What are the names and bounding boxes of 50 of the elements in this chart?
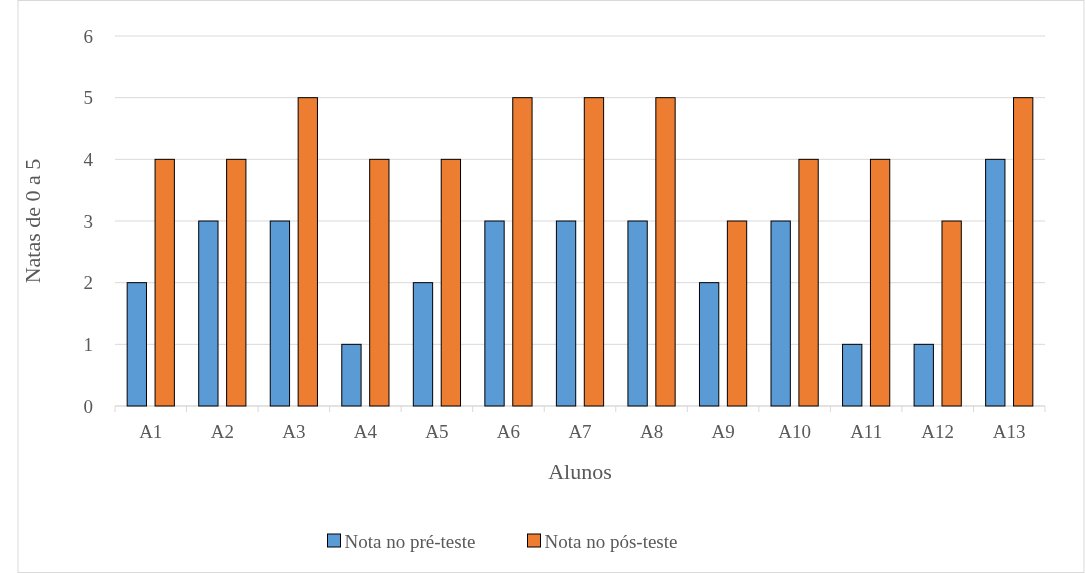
bar	[555, 220, 577, 407]
bar	[440, 158, 462, 407]
x-axis-title: Alunos	[548, 459, 612, 484]
x-tick-label: A6	[496, 421, 521, 442]
x-tick-label: A2	[210, 421, 234, 442]
legend-label: Nota no pós-teste	[544, 530, 678, 552]
bar	[869, 158, 891, 407]
bar	[842, 343, 863, 407]
x-tick-label: A3	[282, 421, 306, 442]
y-tick-label: 1	[83, 333, 93, 355]
bar	[770, 220, 791, 407]
y-tick-label: 2	[83, 272, 93, 294]
y-axis-title: Natas de 0 a 5	[20, 158, 45, 284]
bar	[655, 97, 676, 407]
y-tick-label: 6	[83, 25, 93, 47]
x-tick-label: A1	[139, 421, 163, 442]
y-tick-label: 5	[83, 87, 93, 109]
bar	[698, 282, 720, 407]
bar	[126, 282, 147, 407]
x-tick-label: A9	[711, 421, 735, 442]
x-tick-label: A13	[992, 421, 1026, 442]
bar	[1013, 97, 1034, 407]
bar	[726, 220, 748, 407]
bar	[798, 158, 819, 407]
bar	[269, 220, 291, 407]
bar	[297, 97, 318, 407]
bar	[369, 158, 390, 407]
bar	[627, 220, 648, 407]
x-tick-label: A7	[568, 421, 592, 442]
bar	[412, 282, 434, 407]
bar	[226, 158, 247, 407]
x-tick-label: A10	[778, 421, 811, 442]
x-tick-label: A5	[425, 421, 449, 442]
bar	[913, 343, 934, 407]
bar	[985, 158, 1006, 407]
bar	[512, 97, 533, 407]
y-tick-label: 0	[83, 395, 93, 417]
x-tick-label: A11	[850, 421, 883, 442]
bar	[341, 343, 362, 407]
y-tick-label: 3	[83, 210, 93, 232]
y-tick-label: 4	[83, 148, 94, 170]
bar	[583, 97, 605, 407]
x-tick-label: A12	[921, 421, 955, 442]
x-tick-label: A8	[639, 421, 664, 442]
bar	[941, 220, 962, 407]
bar	[154, 158, 175, 407]
bar	[484, 220, 505, 407]
legend-label: Nota no pré-teste	[344, 530, 476, 552]
x-tick-label: A4	[353, 421, 378, 442]
bar	[198, 220, 219, 407]
